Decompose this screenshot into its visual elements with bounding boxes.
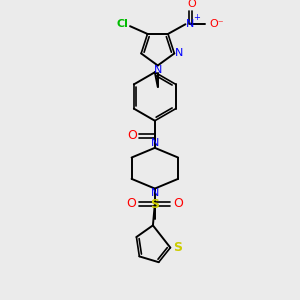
Text: N: N [175,48,183,59]
Text: O: O [187,0,196,9]
Text: O: O [127,196,136,210]
Text: N: N [151,138,159,148]
Text: O⁻: O⁻ [209,19,224,29]
Text: +: + [193,13,200,22]
Text: O: O [173,196,183,210]
Text: N: N [186,19,194,29]
Text: N: N [154,65,162,75]
Text: N: N [151,188,159,198]
Text: S: S [150,198,159,211]
Text: S: S [174,241,183,254]
Text: Cl: Cl [116,19,128,29]
Text: O: O [128,129,137,142]
